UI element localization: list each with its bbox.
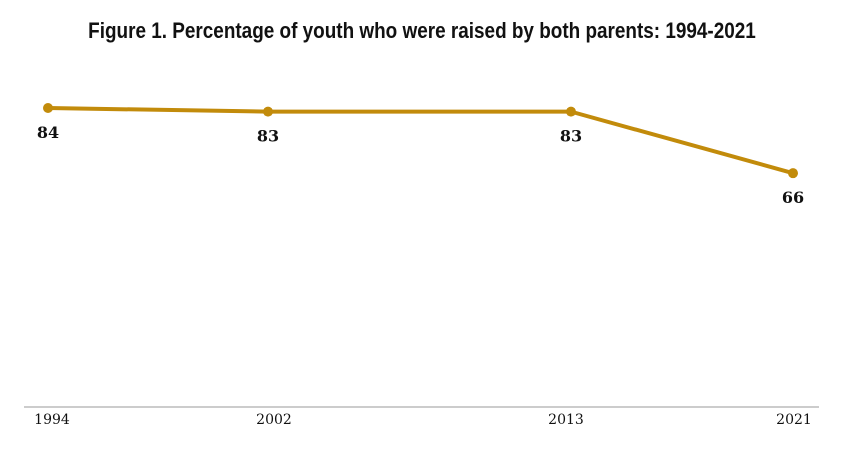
series-layer: 84 83 83 66 bbox=[37, 103, 804, 207]
x-tick-label-2002: 2002 bbox=[256, 412, 292, 428]
data-label-2021: 66 bbox=[782, 188, 804, 207]
data-point-2002 bbox=[263, 106, 273, 117]
data-point-2013 bbox=[566, 106, 576, 117]
data-point-2021 bbox=[788, 168, 798, 179]
x-tick-label-2013: 2013 bbox=[548, 412, 584, 428]
data-label-2013: 83 bbox=[560, 127, 582, 146]
chart-title: Figure 1. Percentage of youth who were r… bbox=[88, 18, 756, 43]
data-label-1994: 84 bbox=[37, 123, 59, 142]
data-label-2002: 83 bbox=[257, 127, 279, 146]
series-line bbox=[46, 106, 795, 176]
x-tick-labels: 1994 2002 2013 2021 bbox=[34, 412, 812, 428]
x-tick-label-1994: 1994 bbox=[34, 412, 70, 428]
x-tick-label-2021: 2021 bbox=[776, 412, 812, 428]
data-point-1994 bbox=[43, 103, 53, 113]
